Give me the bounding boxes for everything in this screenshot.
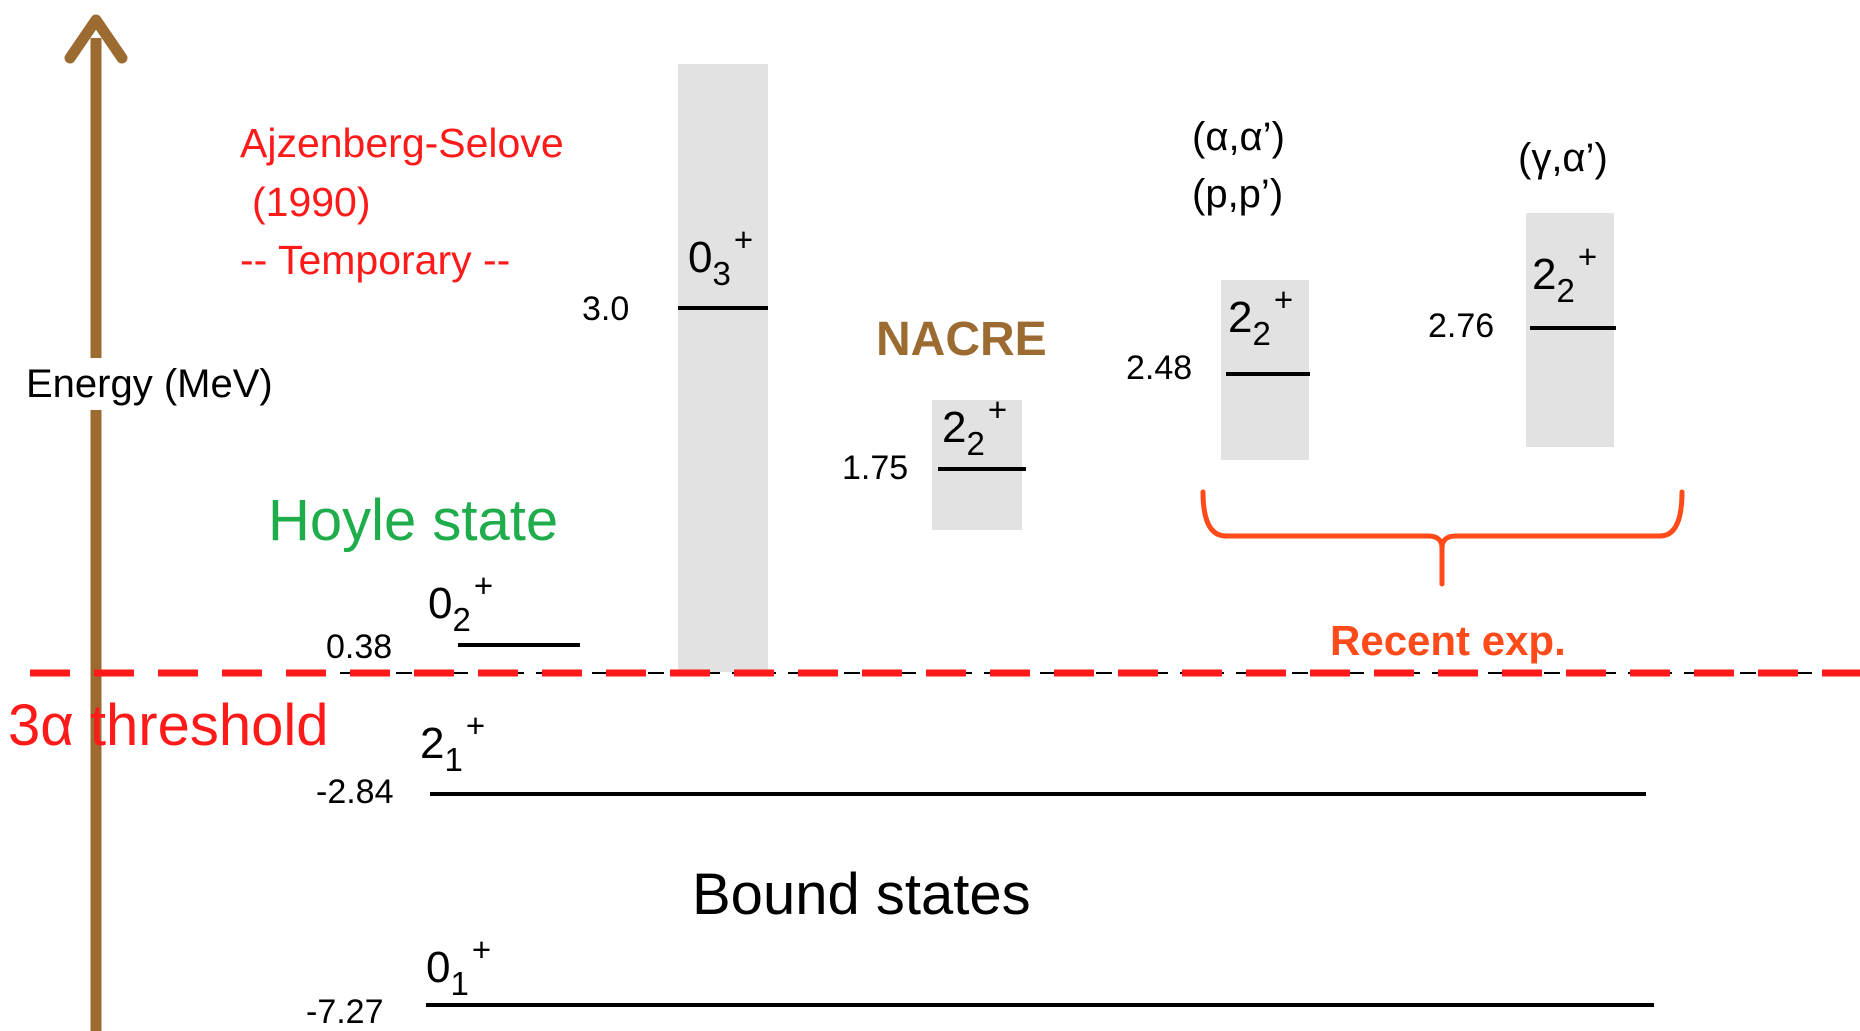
recent-exp-label: Recent exp. bbox=[1330, 617, 1566, 664]
bound-states-label: Bound states bbox=[692, 862, 1031, 927]
nacre-label: NACRE bbox=[876, 313, 1047, 366]
level-line-2-2-alpha bbox=[1226, 372, 1310, 376]
width-box-2-2-nacre bbox=[932, 400, 1022, 530]
level-line-0-3 bbox=[678, 306, 768, 310]
level-line-2-1 bbox=[430, 792, 1646, 796]
threshold-label: 3α threshold bbox=[8, 693, 329, 758]
spin-label-2-2-alpha: 22+ bbox=[1228, 281, 1294, 352]
level-line-2-2-gamma bbox=[1530, 326, 1616, 330]
ajzenberg-line-2: (1990) bbox=[252, 179, 371, 225]
width-box-0-3 bbox=[678, 64, 768, 672]
spin-label-0-3: 03+ bbox=[688, 221, 754, 292]
spin-label-2-2-gamma: 22+ bbox=[1532, 238, 1598, 309]
energy-value-0-3: 3.0 bbox=[582, 290, 630, 328]
energy-value-2-1: -2.84 bbox=[316, 773, 394, 811]
width-box-2-2-alpha bbox=[1221, 280, 1309, 460]
energy-value-2-2-gamma: 2.76 bbox=[1428, 307, 1495, 345]
spin-label-2-1: 21+ bbox=[420, 707, 486, 778]
reaction-alpha: (α,α’) bbox=[1192, 115, 1285, 159]
spin-label-0-1: 01+ bbox=[426, 931, 492, 1002]
energy-value-2-2-nacre: 1.75 bbox=[842, 449, 909, 487]
width-box-2-2-gamma bbox=[1526, 213, 1614, 447]
reaction-proton: (p,p’) bbox=[1192, 172, 1284, 216]
level-line-0-2 bbox=[458, 643, 580, 647]
ajzenberg-line-1: Ajzenberg-Selove bbox=[240, 120, 564, 166]
reaction-gamma: (γ,α’) bbox=[1518, 136, 1608, 180]
level-line-0-1 bbox=[426, 1003, 1654, 1007]
spin-label-0-2: 02+ bbox=[428, 567, 494, 638]
hoyle-state-label: Hoyle state bbox=[268, 488, 559, 553]
axis-label: Energy (MeV) bbox=[24, 358, 275, 410]
ajzenberg-line-3: -- Temporary -- bbox=[240, 237, 511, 283]
energy-value-2-2-alpha: 2.48 bbox=[1126, 349, 1193, 387]
energy-value-0-2: 0.38 bbox=[326, 628, 393, 666]
energy-value-0-1: -7.27 bbox=[306, 993, 384, 1031]
spin-label-2-2-nacre: 22+ bbox=[942, 391, 1008, 462]
level-line-2-2-nacre bbox=[938, 467, 1026, 471]
